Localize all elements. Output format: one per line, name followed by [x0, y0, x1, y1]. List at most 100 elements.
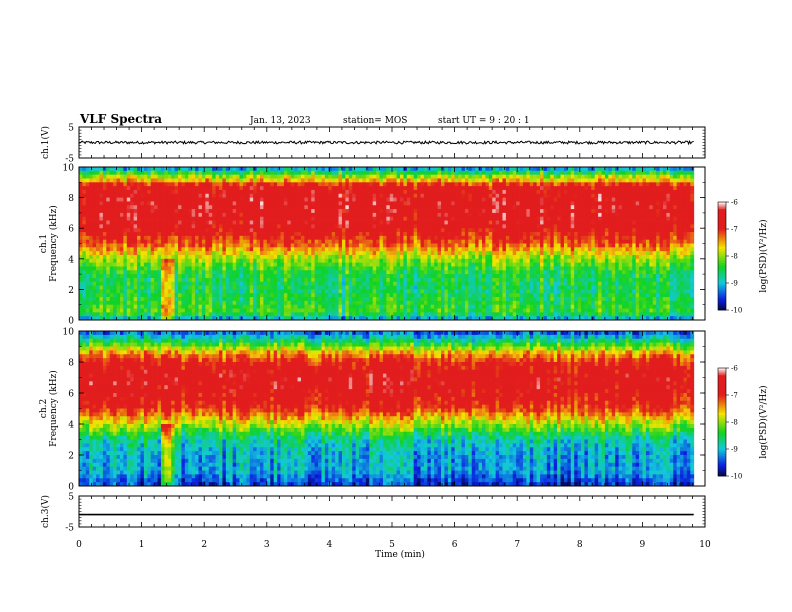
spectrogram-cell — [277, 224, 281, 229]
spectrogram-cell — [143, 274, 148, 279]
spectrogram-cell — [393, 285, 398, 290]
spectrogram-cell — [242, 316, 247, 321]
spectrogram-cell — [277, 239, 281, 244]
spectrogram-cell — [89, 304, 94, 309]
spectrogram-cell — [331, 186, 336, 191]
spectrogram-cell — [393, 220, 398, 225]
spectrogram-cell — [137, 170, 141, 176]
spectrogram-cell — [365, 174, 370, 179]
spectrogram-cell — [130, 209, 135, 214]
spectrogram-cell — [294, 316, 298, 321]
spectrogram-cell — [458, 209, 462, 214]
spectrogram-cell — [188, 254, 193, 260]
spectrogram-cell — [475, 174, 479, 179]
spectrogram-cell — [260, 178, 264, 183]
spectrogram-cell — [338, 197, 343, 202]
spectrogram-cell — [300, 270, 305, 275]
spectrogram-cell — [184, 224, 189, 229]
spectrogram-cell — [359, 243, 363, 248]
spectrogram-cell — [454, 212, 459, 218]
spectrogram-cell — [376, 189, 380, 195]
spectrogram-cell — [311, 262, 316, 267]
spectrogram-cell — [280, 254, 285, 260]
spectrogram-cell — [437, 304, 442, 309]
spectrogram-cell — [437, 189, 442, 195]
spectrogram-cell — [324, 297, 329, 302]
spectrogram-cell — [137, 186, 141, 191]
spectrogram-cell — [198, 297, 203, 302]
spectrogram-cell — [242, 262, 247, 267]
spectrogram-cell — [205, 316, 210, 321]
spectrogram-cell — [352, 220, 357, 225]
spectrogram-cell — [256, 266, 261, 271]
spectrogram-cell — [208, 274, 213, 279]
spectrogram-cell — [236, 239, 240, 244]
spectrogram-cell — [307, 277, 312, 283]
spectrogram-cell — [167, 300, 172, 306]
spectrogram-cell — [410, 193, 415, 199]
spectrogram-cell — [379, 274, 384, 279]
spectrogram-cell — [471, 312, 476, 317]
spectrogram-cell — [300, 243, 305, 248]
spectrogram-cell — [359, 247, 363, 252]
spectrogram-cell — [454, 182, 459, 187]
spectrogram-cell — [376, 232, 380, 237]
spectrogram-cell — [475, 189, 479, 195]
spectrogram-cell — [260, 297, 264, 302]
spectrogram-cell — [321, 224, 326, 229]
spectrogram-cell — [393, 235, 398, 241]
spectrogram-cell — [242, 277, 247, 283]
spectrogram-cell — [116, 304, 121, 309]
spectrogram-cell — [287, 201, 292, 206]
spectrogram-cell — [215, 174, 220, 179]
spectrogram-cell — [79, 262, 83, 267]
spectrogram-cell — [413, 189, 418, 195]
spectrogram-cell — [348, 224, 353, 229]
spectrogram-cell — [382, 212, 387, 218]
spectrogram-cell — [468, 212, 473, 218]
spectrogram-cell — [225, 243, 230, 248]
spectrogram-cell — [464, 174, 469, 179]
spectrogram-cell — [171, 216, 176, 221]
spectrogram-cell — [420, 266, 425, 271]
spectrogram-cell — [150, 174, 155, 179]
spectrogram-cell — [441, 209, 445, 214]
spectrogram-cell — [427, 258, 432, 264]
spectrogram-cell — [205, 274, 210, 279]
spectrogram-cell — [184, 258, 189, 264]
spectrogram-cell — [413, 297, 418, 302]
spectrogram-cell — [420, 212, 425, 218]
spectrogram-cell — [362, 167, 367, 172]
spectrogram-cell — [417, 247, 421, 252]
spectrogram-cell — [307, 197, 312, 202]
spectrogram-cell — [236, 281, 240, 286]
spectrogram-cell — [485, 220, 490, 225]
spectrogram-cell — [249, 220, 254, 225]
spectrogram-cell — [287, 247, 292, 252]
spectrogram-cell — [372, 178, 377, 183]
spectrogram-cell — [311, 243, 316, 248]
spectrogram-cell — [164, 201, 169, 206]
spectrogram-cell — [167, 251, 172, 256]
spectrogram-cell — [137, 312, 141, 317]
spectrogram-cell — [89, 300, 94, 306]
spectrogram-cell — [345, 197, 350, 202]
spectrogram-cell — [242, 189, 247, 195]
spectrogram-cell — [335, 167, 339, 172]
spectrogram-cell — [304, 182, 309, 187]
spectrogram-cell — [451, 186, 456, 191]
spectrogram-cell — [437, 251, 442, 256]
spectrogram-cell — [427, 212, 432, 218]
spectrogram-cell — [311, 170, 316, 176]
spectrogram-cell — [396, 251, 401, 256]
spectrogram-cell — [441, 270, 445, 275]
spectrogram-cell — [239, 239, 244, 244]
spectrogram-cell — [133, 212, 138, 218]
spectrogram-cell — [109, 285, 114, 290]
spectrogram-cell — [260, 274, 264, 279]
spectrogram-cell — [174, 189, 179, 195]
spectrogram-cell — [242, 193, 247, 199]
spectrogram-cell — [225, 235, 230, 241]
spectrogram-cell — [468, 170, 473, 176]
spectrogram-cell — [249, 243, 254, 248]
